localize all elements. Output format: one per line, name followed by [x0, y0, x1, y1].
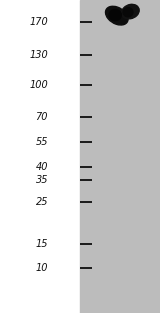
Text: 55: 55: [36, 137, 48, 147]
Text: 40: 40: [36, 162, 48, 172]
Text: 15: 15: [36, 239, 48, 249]
Bar: [80, 0, 160, 313]
Ellipse shape: [122, 4, 139, 19]
Text: 100: 100: [29, 80, 48, 90]
Ellipse shape: [109, 9, 121, 21]
Text: 170: 170: [29, 17, 48, 27]
Text: 25: 25: [36, 197, 48, 207]
Text: 10: 10: [36, 263, 48, 273]
Text: 35: 35: [36, 175, 48, 185]
Text: 70: 70: [36, 112, 48, 122]
Ellipse shape: [123, 8, 133, 17]
Text: 130: 130: [29, 50, 48, 60]
Ellipse shape: [105, 6, 128, 25]
